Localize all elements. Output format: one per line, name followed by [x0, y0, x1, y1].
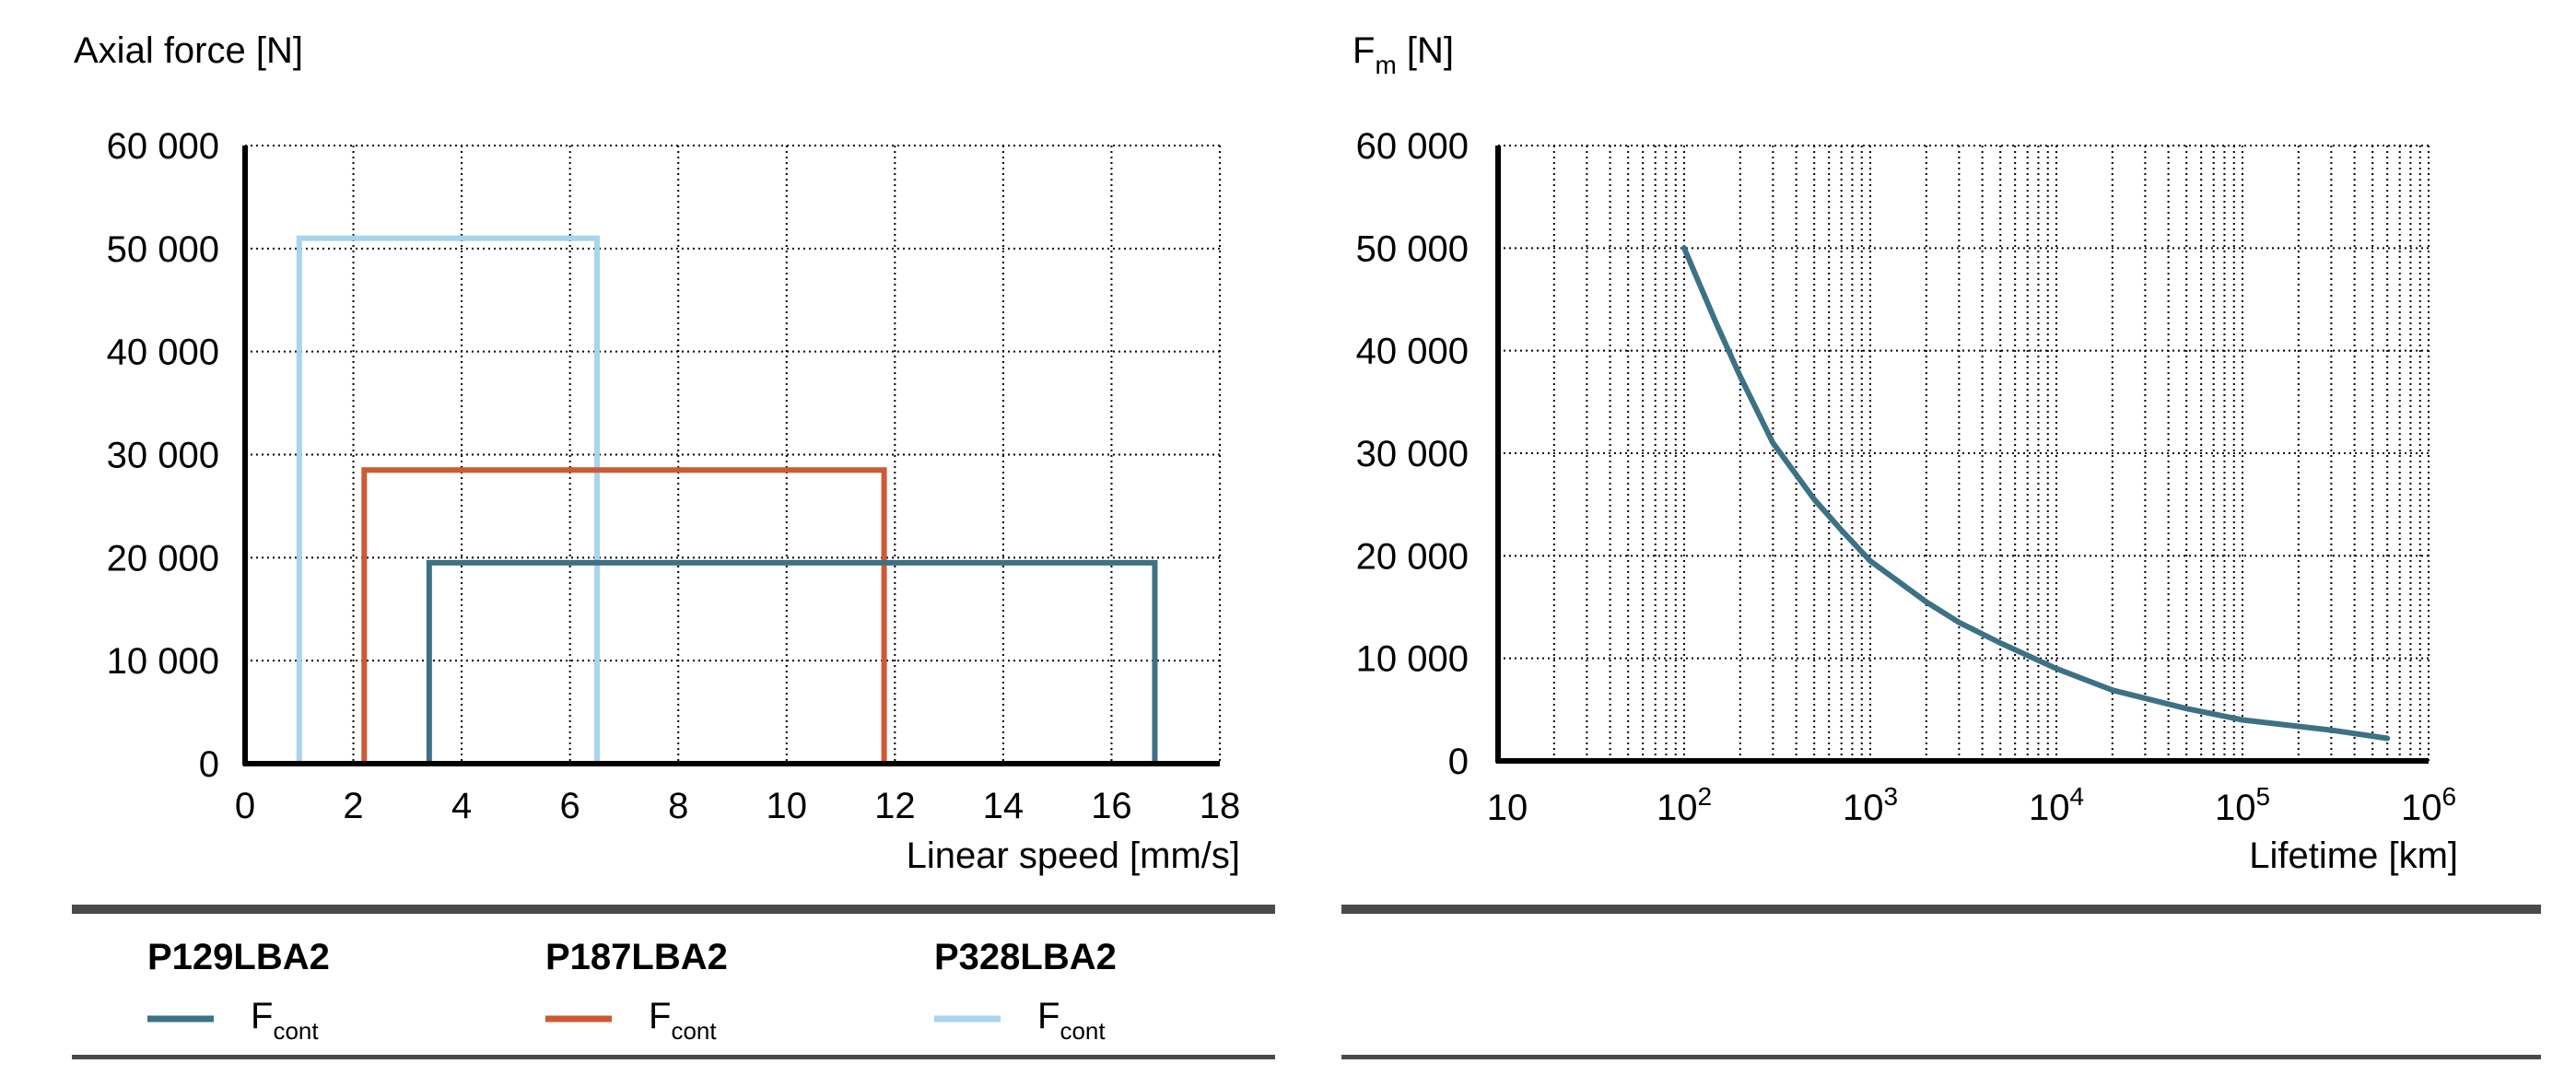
legend-label-sub: cont	[273, 1017, 319, 1045]
right-panel-top-divider	[1341, 905, 2541, 914]
y-tick-label: 40 000	[1356, 332, 1469, 372]
right-chart-x-axis-label: Lifetime [km]	[2249, 836, 2458, 876]
right-chart-title-rest: [N]	[1397, 30, 1454, 71]
series-line-P187LBA2	[299, 467, 887, 766]
x-tick-base: 10	[1657, 788, 1698, 828]
left-chart-axes	[242, 146, 1220, 766]
left-chart-x-axis-label: Linear speed [mm/s]	[907, 836, 1240, 876]
legend-label-sub: cont	[1060, 1017, 1106, 1045]
y-tick-label: 0	[1448, 742, 1469, 782]
x-tick-label: 6	[560, 786, 580, 826]
legend-item-P187LBA2: P187LBA2 Fcont	[545, 937, 728, 1045]
legend-series-label: Fcont	[251, 996, 319, 1045]
y-tick-label: 30 000	[107, 436, 219, 476]
legend-series-name: P129LBA2	[147, 937, 330, 977]
left-chart-series	[245, 235, 1158, 766]
x-tick-label: 12	[874, 786, 916, 826]
x-tick-label: 4	[451, 786, 472, 826]
x-tick-label: 105	[2215, 782, 2270, 828]
legend-item-P129LBA2: P129LBA2 Fcont	[147, 937, 330, 1045]
y-tick-label: 40 000	[107, 333, 219, 373]
legend-bottom-divider	[72, 1055, 1275, 1059]
x-tick-label: 8	[668, 786, 688, 826]
y-tick-label: 10 000	[107, 641, 219, 682]
legend-series-name: P187LBA2	[545, 937, 728, 977]
y-tick-label: 0	[199, 744, 219, 785]
x-tick-label: 14	[983, 786, 1025, 826]
y-tick-label: 10 000	[1356, 639, 1469, 680]
series-line-Fm	[1681, 245, 2391, 742]
x-tick-exponent: 6	[2441, 782, 2456, 811]
right-chart-title-main: F	[1352, 30, 1375, 71]
left-chart-grid	[245, 145, 1221, 764]
y-tick-label: 60 000	[1356, 126, 1469, 167]
legend-item-P328LBA2: P328LBA2 Fcont	[934, 937, 1117, 1045]
x-tick-exponent: 5	[2255, 782, 2270, 811]
legend: P129LBA2 Fcont P187LBA2 Fcont P328LBA2 Fcont	[147, 937, 1117, 1045]
x-tick-exponent: 3	[1883, 782, 1898, 811]
legend-series-label: Fcont	[1037, 996, 1106, 1045]
x-tick-label: 10	[1487, 788, 1528, 828]
x-tick-base: 10	[2215, 788, 2256, 828]
right-chart-x-ticks: 10 102 103 104 105 106	[1487, 782, 2456, 828]
right-chart-title-sub: m	[1375, 51, 1396, 79]
legend-series-label: Fcont	[649, 996, 717, 1045]
y-tick-label: 50 000	[107, 229, 219, 270]
x-tick-base: 10	[2401, 788, 2442, 828]
right-chart-title: Fm [N]	[1352, 30, 1454, 79]
right-chart-y-ticks: 0 10 000 20 000 30 000 40 000 50 000 60 000	[1356, 126, 1469, 782]
x-tick-exponent: 4	[2069, 782, 2084, 811]
y-tick-label: 30 000	[1356, 434, 1469, 474]
x-tick-label: 102	[1657, 782, 1712, 828]
legend-label-sub: cont	[671, 1017, 717, 1045]
x-tick-label: 106	[2401, 782, 2456, 828]
x-tick-label: 104	[2029, 782, 2084, 828]
series-line-P129LBA2	[245, 559, 1158, 766]
x-tick-label: 0	[235, 786, 255, 826]
x-tick-label: 18	[1200, 786, 1241, 826]
legend-top-divider	[72, 905, 1275, 914]
left-chart-y-ticks: 0 10 000 20 000 30 000 40 000 50 000 60 000	[107, 126, 219, 785]
legend-label-main: F	[1037, 996, 1060, 1036]
y-tick-label: 20 000	[1356, 536, 1469, 577]
right-chart-grid	[1498, 145, 2430, 761]
x-tick-label: 2	[343, 786, 363, 826]
x-tick-label: 16	[1091, 786, 1132, 826]
x-tick-base: 10	[1843, 788, 1884, 828]
x-tick-label: 103	[1843, 782, 1898, 828]
left-chart-title: Axial force [N]	[74, 30, 303, 71]
right-chart-series	[1681, 245, 2391, 742]
y-tick-label: 50 000	[1356, 228, 1469, 269]
left-chart-x-ticks: 0 2 4 6 8 10 12 14 16 18	[235, 786, 1240, 826]
right-panel-bottom-divider	[1341, 1055, 2541, 1059]
legend-label-main: F	[251, 996, 273, 1036]
x-tick-exponent: 2	[1697, 782, 1712, 811]
legend-label-main: F	[649, 996, 671, 1036]
x-tick-base: 10	[1487, 788, 1528, 828]
y-tick-label: 60 000	[107, 126, 219, 167]
y-tick-label: 20 000	[107, 538, 219, 579]
x-tick-label: 10	[767, 786, 808, 826]
series-line-P328LBA2	[245, 235, 601, 766]
right-chart-axes	[1495, 146, 2429, 764]
x-tick-base: 10	[2029, 788, 2070, 828]
legend-series-name: P328LBA2	[934, 937, 1117, 977]
